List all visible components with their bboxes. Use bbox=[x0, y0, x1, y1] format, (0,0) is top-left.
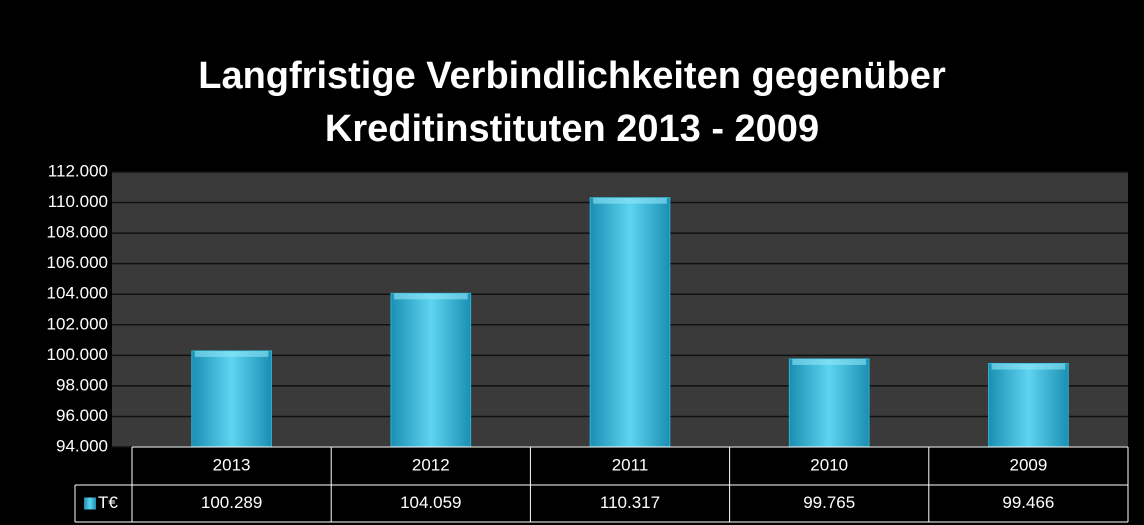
y-tick-label: 98.000 bbox=[56, 375, 108, 394]
bar bbox=[589, 197, 671, 448]
data-label: 110.317 bbox=[600, 493, 660, 512]
x-tick-label: 2010 bbox=[810, 455, 848, 474]
bar-cap bbox=[792, 358, 867, 365]
bar-cap bbox=[593, 197, 667, 204]
legend-swatch bbox=[84, 497, 96, 510]
y-tick-label: 94.000 bbox=[56, 436, 108, 455]
y-tick-label: 102.000 bbox=[47, 314, 108, 333]
data-label: 100.289 bbox=[201, 493, 262, 512]
x-tick-label: 2012 bbox=[412, 455, 450, 474]
bar-cap bbox=[194, 350, 269, 357]
y-tick-label: 100.000 bbox=[47, 345, 108, 364]
data-label: 104.059 bbox=[400, 493, 461, 512]
chart-title: Kreditinstituten 2013 - 2009 bbox=[325, 108, 819, 150]
y-tick-label: 112.000 bbox=[48, 161, 108, 180]
bar bbox=[988, 362, 1069, 448]
y-tick-label: 110.000 bbox=[48, 192, 108, 211]
x-tick-label: 2009 bbox=[1009, 455, 1047, 474]
chart-title: Langfristige Verbindlichkeiten gegenüber bbox=[198, 55, 946, 97]
y-tick-label: 104.000 bbox=[47, 284, 108, 303]
bar bbox=[191, 350, 272, 448]
x-tick-label: 2013 bbox=[213, 455, 251, 474]
data-label: 99.765 bbox=[803, 493, 855, 512]
bar bbox=[390, 292, 472, 448]
x-tick-label: 2011 bbox=[612, 455, 649, 474]
y-tick-label: 108.000 bbox=[47, 223, 108, 242]
bar bbox=[788, 358, 870, 448]
bar-cap bbox=[393, 293, 468, 300]
data-label: 99.466 bbox=[1002, 493, 1054, 512]
bar-cap bbox=[991, 363, 1066, 370]
y-tick-label: 106.000 bbox=[47, 253, 108, 272]
y-tick-label: 96.000 bbox=[56, 406, 108, 425]
legend-label: T€ bbox=[98, 493, 118, 512]
